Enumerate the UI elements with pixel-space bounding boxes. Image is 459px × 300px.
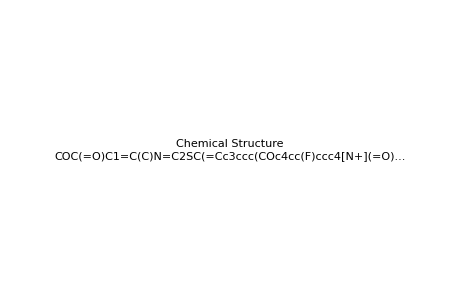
Text: Chemical Structure
COC(=O)C1=C(C)N=C2SC(=Cc3ccc(COc4cc(F)ccc4[N+](=O)...: Chemical Structure COC(=O)C1=C(C)N=C2SC(… xyxy=(54,139,405,161)
